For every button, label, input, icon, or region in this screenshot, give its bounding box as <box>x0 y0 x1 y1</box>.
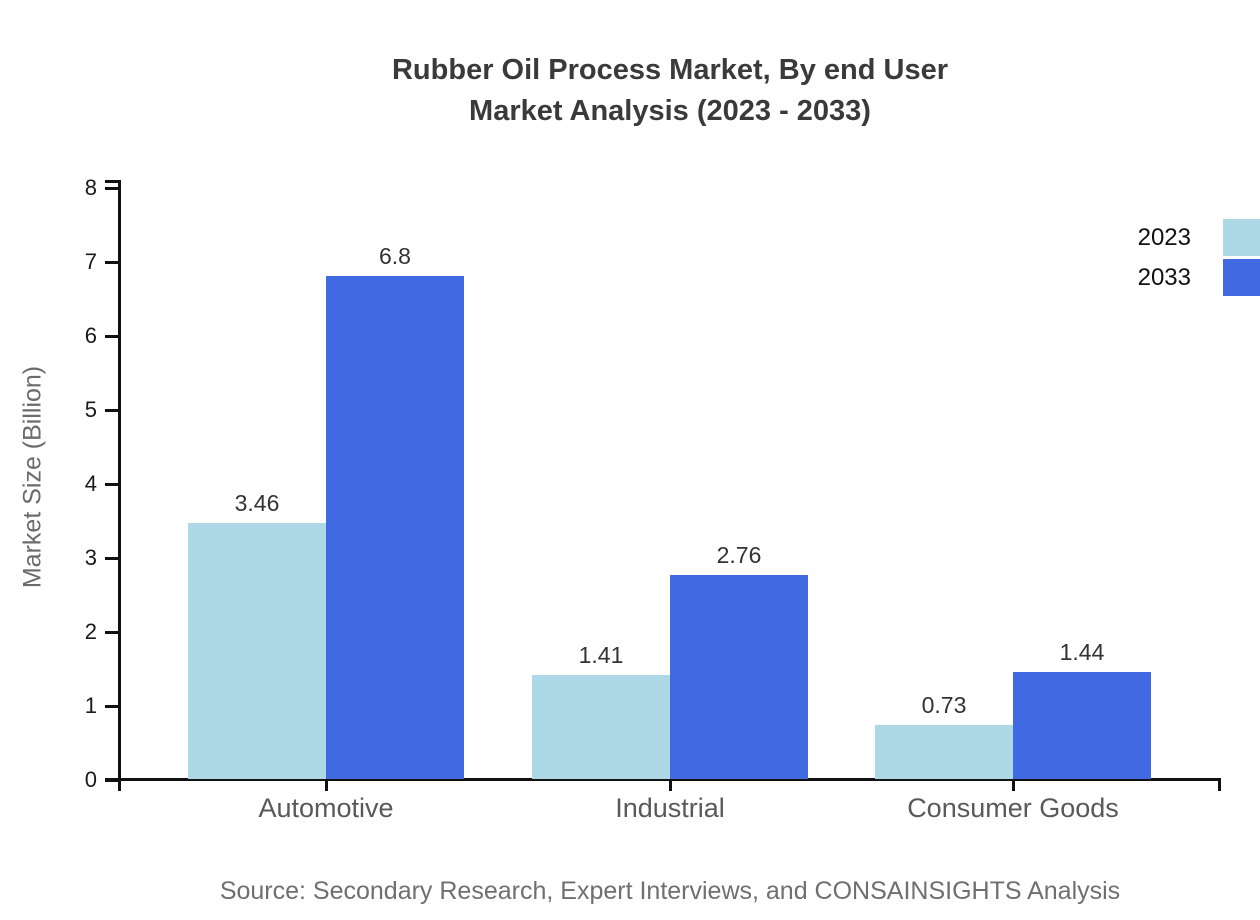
y-axis-top-cap <box>105 180 118 183</box>
legend-label-2023: 2023 <box>1137 223 1191 251</box>
bar-value-label: 2.76 <box>716 542 762 568</box>
bar-value-label: 1.41 <box>578 642 624 668</box>
y-tick-label: 6 <box>84 323 97 348</box>
category-tick <box>325 780 328 791</box>
y-axis-spine <box>118 180 121 791</box>
legend-swatch-2023 <box>1223 219 1260 256</box>
bar-2033-consumer-goods <box>1013 672 1151 779</box>
chart-title-line1: Rubber Oil Process Market, By end User <box>391 54 949 86</box>
y-tick <box>105 705 118 708</box>
bar-2033-automotive <box>326 276 464 779</box>
chart-title: Rubber Oil Process Market, By end User M… <box>118 50 1222 132</box>
y-tick-label: 2 <box>84 619 97 644</box>
y-tick-label: 8 <box>84 175 97 200</box>
y-tick-label: 5 <box>84 397 97 422</box>
y-tick-label: 0 <box>84 767 97 792</box>
category-tick <box>1012 780 1015 791</box>
y-tick-label: 1 <box>84 693 97 718</box>
category-tick <box>669 780 672 791</box>
chart-title-line2: Market Analysis (2023 - 2033) <box>469 95 871 127</box>
bar-value-label: 6.8 <box>379 243 411 269</box>
y-tick-label: 3 <box>84 545 97 570</box>
source-note: Source: Secondary Research, Expert Inter… <box>219 877 1121 905</box>
y-tick <box>105 483 118 486</box>
legend-row-2033: 2033 <box>1138 259 1260 296</box>
bar-value-label: 3.46 <box>234 490 280 516</box>
category-label-automotive: Automotive <box>258 793 394 823</box>
legend-label-2033: 2033 <box>1137 263 1191 291</box>
y-tick <box>105 409 118 412</box>
y-tick <box>105 187 118 190</box>
bar-2023-automotive <box>188 523 326 779</box>
bar-2023-industrial <box>532 675 670 779</box>
bar-2023-consumer-goods <box>875 725 1013 779</box>
bar-value-label: 0.73 <box>921 692 967 718</box>
bar-value-label: 1.44 <box>1059 639 1105 665</box>
y-tick <box>105 261 118 264</box>
legend-swatch-2033 <box>1223 259 1260 296</box>
y-tick <box>105 335 118 338</box>
category-label-consumer-goods: Consumer Goods <box>907 793 1119 823</box>
legend-row-2023: 2023 <box>1138 219 1260 256</box>
y-tick <box>105 557 118 560</box>
x-axis-end-cap <box>1218 778 1221 791</box>
bar-2033-industrial <box>670 575 808 779</box>
y-tick <box>105 631 118 634</box>
y-tick-label: 4 <box>84 471 97 496</box>
y-tick-label: 7 <box>84 249 97 274</box>
category-label-industrial: Industrial <box>615 793 725 823</box>
y-tick <box>105 779 118 782</box>
x-axis-spine <box>105 778 1221 781</box>
